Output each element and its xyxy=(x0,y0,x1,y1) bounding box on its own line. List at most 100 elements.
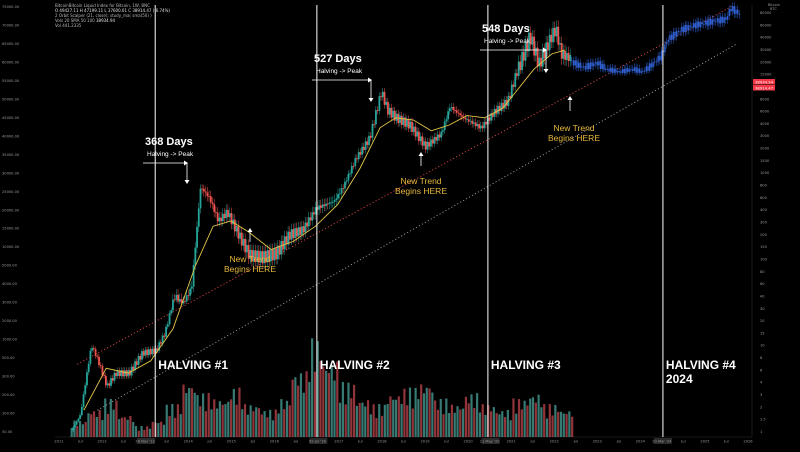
x-axis-tick: Jul xyxy=(250,440,255,444)
x-axis-date-badge xyxy=(481,438,500,444)
volume-bar xyxy=(188,388,191,437)
volume-bar xyxy=(185,393,188,437)
candle xyxy=(500,102,503,112)
candle xyxy=(259,251,262,263)
volume-bar xyxy=(364,406,367,437)
projection-candle xyxy=(731,6,734,12)
projection-candle xyxy=(691,26,693,28)
volume-bar xyxy=(344,404,347,437)
candle xyxy=(292,229,295,239)
candle xyxy=(555,26,558,37)
volume-bar xyxy=(484,414,487,437)
volume-bar xyxy=(134,426,138,437)
x-axis-tick: 2017 xyxy=(334,440,343,444)
candle xyxy=(273,248,276,261)
candle xyxy=(459,113,462,116)
halving-label: HALVING #4 xyxy=(666,358,736,372)
candle xyxy=(139,355,142,360)
candle xyxy=(448,108,451,112)
candle xyxy=(103,375,106,376)
volume-bar xyxy=(215,408,219,437)
right-axis-tick: 60000 xyxy=(760,23,772,27)
projection-candle xyxy=(652,62,654,68)
projection-candle xyxy=(664,44,666,53)
volume-bar xyxy=(263,411,266,437)
cycle-days-label: 527 Days xyxy=(314,53,362,65)
candle xyxy=(84,385,87,395)
volume-bar xyxy=(109,398,112,437)
volume-bar xyxy=(425,387,428,437)
candle xyxy=(304,222,307,233)
projection-candle xyxy=(701,22,703,24)
projection-candle xyxy=(725,17,727,20)
projection-candle xyxy=(669,34,671,41)
candle xyxy=(333,200,336,202)
right-axis-tick: 400 xyxy=(760,208,768,212)
left-axis-tick: 50000.00 xyxy=(2,97,20,101)
volume-bar xyxy=(531,397,535,437)
volume-bar xyxy=(271,420,275,437)
projection-candle xyxy=(706,20,708,26)
volume-bar xyxy=(366,400,370,437)
projection-candle xyxy=(601,63,604,69)
x-axis-tick: Jul xyxy=(163,440,168,444)
candle xyxy=(230,213,233,225)
candle xyxy=(435,136,438,141)
candle xyxy=(455,110,458,113)
candle xyxy=(526,42,529,52)
volume-bar xyxy=(540,407,543,437)
volume-bar xyxy=(397,396,400,437)
volume-bar xyxy=(470,394,473,437)
candle xyxy=(211,202,214,205)
volume-bar xyxy=(193,392,196,437)
candle xyxy=(337,194,339,199)
candle xyxy=(256,250,259,262)
candle xyxy=(540,57,542,67)
candle xyxy=(168,313,171,325)
volume-bar xyxy=(378,404,381,437)
projection-candle xyxy=(686,24,688,31)
candle xyxy=(366,141,369,145)
right-axis-tick: 1500 xyxy=(760,159,770,163)
candle xyxy=(536,47,539,67)
candle xyxy=(531,36,534,45)
price-badge-bg xyxy=(753,79,775,85)
projection-candle xyxy=(633,67,636,71)
projection-candle xyxy=(708,18,710,26)
candle xyxy=(436,134,439,141)
support-trendline xyxy=(97,43,737,411)
candle xyxy=(289,231,291,240)
volume-bar xyxy=(174,417,177,437)
x-axis-tick: Jul xyxy=(207,440,212,444)
volume-bar xyxy=(400,403,403,437)
volume-bar xyxy=(495,413,498,437)
right-axis-tick: 60 xyxy=(760,282,765,286)
left-axis-tick: 300.00 xyxy=(2,375,15,379)
candle xyxy=(228,213,231,218)
projection-candle xyxy=(611,67,614,73)
candle xyxy=(443,121,446,131)
right-axis-tick: 40 xyxy=(760,294,765,298)
candle xyxy=(294,228,296,239)
candle xyxy=(504,99,506,109)
volume-bar xyxy=(520,409,523,437)
volume-bar xyxy=(201,393,205,437)
projection-candle xyxy=(660,50,663,61)
candle xyxy=(223,213,226,219)
projection-candle xyxy=(684,24,686,33)
volume-bar xyxy=(333,380,336,437)
volume-bar xyxy=(137,430,140,437)
volume-bar xyxy=(118,419,121,437)
projection-candle xyxy=(733,6,736,14)
candle xyxy=(82,394,85,407)
left-axis-tick: 5000.00 xyxy=(2,264,18,268)
halving-year: 2024 xyxy=(666,372,693,386)
projection-candle xyxy=(679,31,681,33)
candle xyxy=(524,42,527,61)
volume-bar xyxy=(406,405,409,437)
candle xyxy=(344,181,346,189)
x-axis-tick: Jul xyxy=(357,440,362,444)
candle xyxy=(375,110,377,125)
